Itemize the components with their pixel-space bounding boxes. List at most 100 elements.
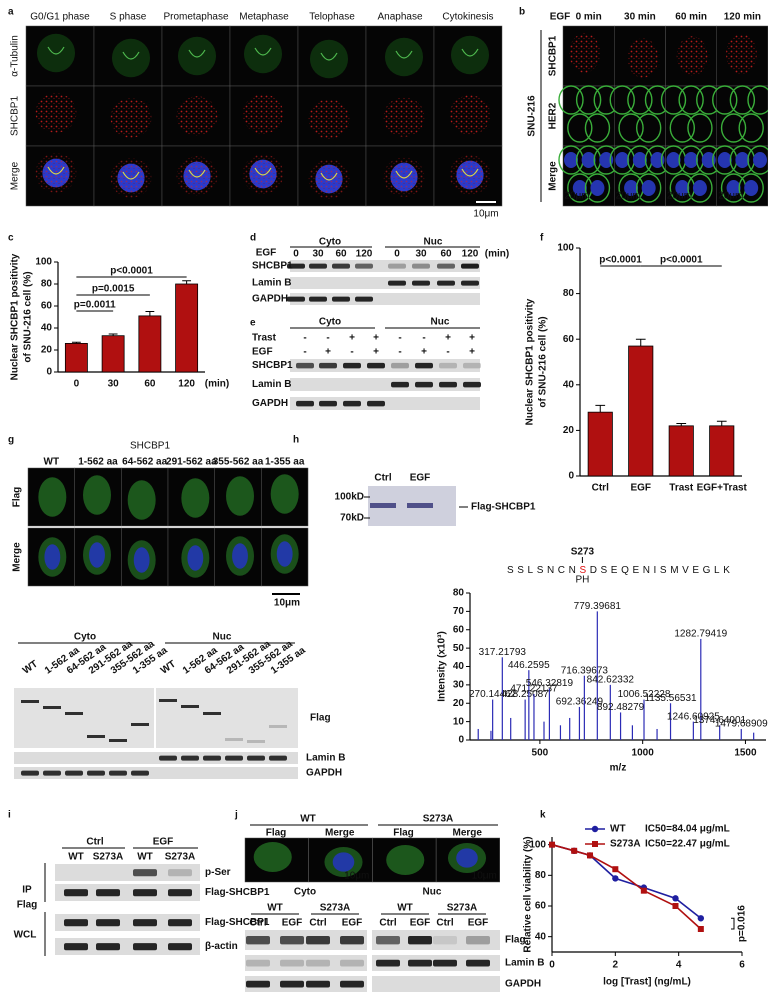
peak-label: 716.39673 [561,665,609,676]
y-tick-label: 20 [41,345,53,356]
band [133,869,157,877]
band [433,959,457,967]
x-tick-label: 0 [549,960,555,971]
blot-label: GAPDH [252,398,288,409]
channel-label: Flag [393,828,414,839]
band [246,980,270,988]
x-axis-label: (min) [205,379,229,390]
legend-marker [592,841,598,847]
band [407,503,433,508]
lane-label: S273A [165,852,196,863]
lane-label: S273A [93,852,124,863]
group-label: EGF [153,837,174,848]
row-label: HER2 [548,102,559,129]
band [65,712,83,715]
nucleus [564,152,578,168]
row-label: Merge [10,161,21,190]
spindle [47,46,65,55]
blot-label: GAPDH [252,294,288,305]
blot [290,260,480,272]
scale-label: 10μm [472,871,497,882]
membrane [635,113,662,143]
lane-label: - [398,347,401,358]
nucleus [726,180,741,196]
band [433,936,457,945]
p-value: p<0.0001 [660,255,703,266]
band-label: Flag-SHCBP1 [471,502,536,513]
band [280,936,304,945]
y-tick-label: 60 [453,624,465,635]
treatment-label: EGF [550,12,571,23]
panel-label: h [293,435,299,446]
spindle [395,170,413,179]
treatment-label: EGF [256,248,277,259]
y-axis-label: Intensity (x10³) [437,631,448,702]
band [287,296,305,302]
error-bar [595,404,606,413]
lane-label: + [421,347,427,358]
group-label: S273A [423,814,454,825]
bar [709,425,735,477]
band [391,381,409,388]
membrane [575,85,602,115]
nucleus [675,180,690,196]
panel-label: k [540,810,546,821]
band [43,706,61,709]
y-tick-label: 20 [453,698,465,709]
group-label: Cyto [294,887,316,898]
group-label: Cyto [319,317,341,328]
y-tick-label: 40 [535,931,547,942]
band [376,959,400,967]
legend-label: S273A [610,839,641,850]
micrograph [161,25,231,87]
marker-label: 70kD [340,513,364,524]
series-line [551,843,702,930]
y-tick-label: 100 [557,243,574,254]
blot-label: Flag [310,713,331,724]
peak-label: 317.21793 [479,647,527,658]
genotype-label: WT [267,903,283,914]
lane-label: WT [137,852,153,863]
membrane [558,85,584,115]
cell-signal [36,33,76,73]
p-value: p<0.0001 [599,255,642,266]
column-label: 64-562 aa [122,457,167,468]
peptide-part: S [579,565,589,576]
blot-label: p-Ser [205,867,231,878]
lane-label: Ctrl [436,918,453,929]
blot-label: Flag-SHCBP1 [205,917,270,928]
peak-label: 446.2595 [508,660,550,671]
panel-label: f [540,233,544,244]
band [133,943,157,951]
x-tick-label: 2 [613,960,619,971]
lane-label: - [398,333,401,344]
blot [14,688,154,748]
blot-label: Lamin B [252,379,291,390]
lane-label: + [349,333,355,344]
lane-label: WT [21,659,40,677]
spindle [188,169,206,178]
band [370,503,396,508]
cell-signal [383,157,425,197]
error-bar [716,420,727,426]
band [340,980,364,988]
nucleus [641,180,656,196]
band [64,919,88,927]
blot-label: SHCBP1 [252,360,293,371]
band [168,943,192,951]
group-label: Nuc [424,237,443,248]
column-label: Metaphase [239,12,289,23]
column-label: Cytokinesis [442,12,493,23]
lane-label: - [446,347,449,358]
genotype-label: S273A [320,903,351,914]
spindle [188,49,206,58]
peak-label: 428.25087 [501,689,549,700]
nucleus [332,852,355,872]
blot [372,976,500,992]
blot [55,864,200,881]
band [306,959,330,967]
blot [372,930,500,950]
column-label: Anaphase [377,12,422,23]
y-tick-label: 60 [563,334,575,345]
membrane [584,113,611,143]
